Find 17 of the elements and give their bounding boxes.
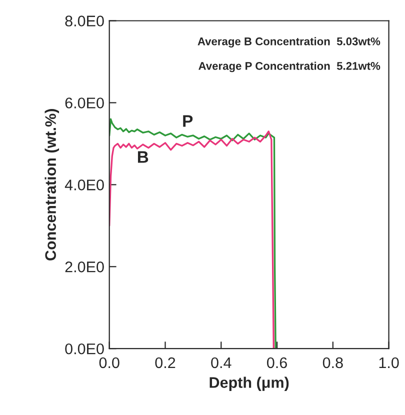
y-tick-label: 0.0E0	[65, 343, 104, 354]
annotation: Average P Concentration 5.21wt%	[198, 62, 380, 72]
y-tick-label: 2.0E0	[65, 262, 104, 272]
annotation: Average B Concentration 5.03wt%	[198, 37, 380, 48]
x-tick-label: 1.0	[379, 357, 399, 368]
x-tick-label: 0.8	[322, 357, 343, 368]
y-tick-label: 6.0E0	[65, 98, 104, 108]
annotation: B	[138, 151, 148, 163]
x-tick-label: 0.2	[155, 357, 176, 368]
x-tick-label: 0.4	[211, 357, 232, 368]
x-tick-label: 0.6	[267, 357, 287, 368]
y-axis-title: Concentration (wt.%)	[44, 109, 60, 260]
y-tick-label: 4.0E0	[64, 180, 104, 190]
y-tick-label: 8.0E0	[65, 16, 104, 26]
x-axis-title: Depth (μm)	[210, 376, 289, 391]
annotation: P	[183, 115, 193, 127]
x-tick-label: 0.0	[99, 357, 120, 368]
